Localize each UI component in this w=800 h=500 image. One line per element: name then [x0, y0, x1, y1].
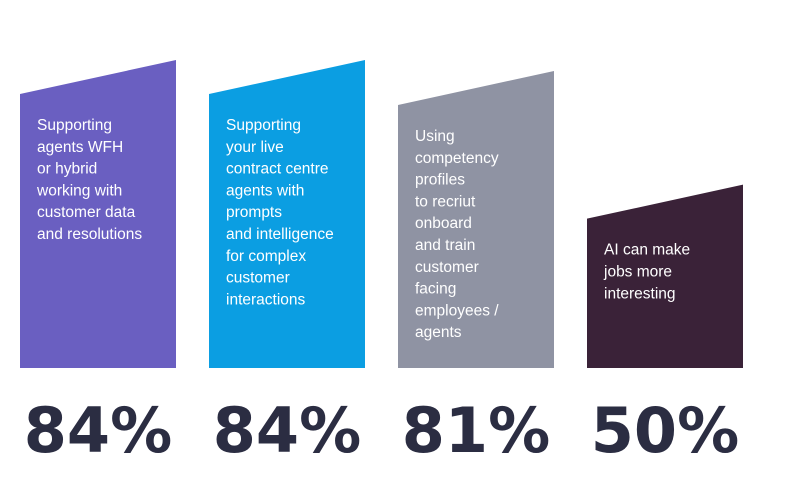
bar-1-category-label: Supporting agents WFH or hybrid working wit…: [36, 117, 142, 243]
bar-2-label-line: prompts: [226, 204, 282, 221]
bar-2-label-line: Supporting: [226, 117, 301, 134]
bar-1-label-line: agents WFH: [37, 139, 123, 156]
bar-3-label-line: Using: [415, 128, 455, 145]
bar-1-label-line: and resolutions: [37, 226, 142, 243]
bar-3-category-label: Using competency profiles to recriut onboard…: [415, 128, 499, 341]
bar-2-label-line: your live: [226, 139, 284, 156]
bar-3-label-line: agents: [415, 324, 462, 341]
bar-1: [20, 60, 176, 368]
bar-2-label-line: agents with: [226, 182, 304, 199]
bars-layer: Supporting agents WFH or hybrid working wit…: [20, 60, 743, 368]
value-label-3: 81%: [402, 394, 550, 467]
bar-2-label-line: interactions: [226, 291, 306, 308]
bar-1-label-line: Supporting: [37, 117, 112, 134]
bar-2-label-line: contract centre: [226, 161, 329, 178]
value-label-1: 84%: [24, 394, 172, 467]
bar-3-label-line: competency: [415, 150, 499, 167]
bar-2-label-line: customer: [226, 270, 290, 287]
bar-3-label-line: employees /: [415, 302, 499, 319]
bar-3-label-line: and train: [415, 237, 475, 254]
bar-4-label-line: jobs more: [603, 263, 672, 280]
bar-3-label-line: facing: [415, 281, 456, 298]
value-labels-layer: 84% 84% 81% 50%: [24, 394, 739, 467]
bar-3-label-line: customer: [415, 259, 479, 276]
bar-1-label-line: customer data: [37, 204, 136, 221]
bar-3: [398, 71, 554, 368]
bar-1-label-line: or hybrid: [37, 161, 97, 178]
bar-3-label-line: profiles: [415, 172, 465, 189]
bar-4-label-line: interesting: [604, 285, 676, 302]
bar-2-label-line: and intelligence: [226, 226, 334, 243]
bar-3-label-line: to recriut: [415, 193, 476, 210]
bar-4: [587, 184, 743, 368]
value-label-4: 50%: [591, 394, 739, 467]
bar-1-label-line: working with: [36, 182, 122, 199]
bar-2-label-line: for complex: [226, 248, 306, 265]
bar-3-label-line: onboard: [415, 215, 472, 232]
bar-4-label-line: AI can make: [604, 242, 690, 259]
bar-4-category-label: AI can make jobs more interesting: [603, 242, 690, 303]
value-label-2: 84%: [213, 394, 361, 467]
bar-2-category-label: Supporting your live contract centre agents…: [226, 117, 334, 308]
bar-2: [209, 60, 365, 368]
